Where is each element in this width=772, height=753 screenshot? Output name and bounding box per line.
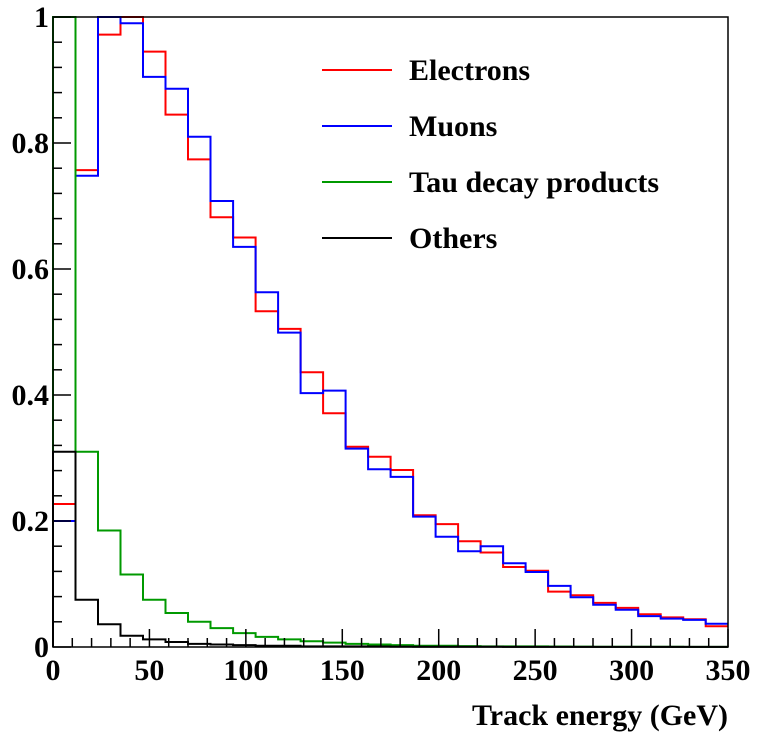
ticks-layer <box>52 16 729 648</box>
x-axis-title: Track energy (GeV) <box>472 699 728 732</box>
y-tick-label: 1 <box>34 1 49 34</box>
legend-label: Others <box>409 222 497 255</box>
series-line-tau-decay-products <box>52 16 728 648</box>
x-tick-label: 150 <box>320 654 365 687</box>
x-tick-label: 300 <box>609 654 654 687</box>
y-tick-label: 0.2 <box>12 505 50 538</box>
x-tick-label: 100 <box>223 654 268 687</box>
x-tick-label: 0 <box>46 654 61 687</box>
legend-label: Electrons <box>409 54 530 87</box>
y-tick-label: 0.4 <box>12 379 50 412</box>
x-tick-label: 250 <box>513 654 558 687</box>
y-tick-label: 0.8 <box>12 127 50 160</box>
y-tick-label: 0 <box>34 631 49 664</box>
series-line-others <box>52 450 728 648</box>
series-line-muons <box>52 16 728 647</box>
y-tick-label: 0.6 <box>12 253 50 286</box>
legend-label: Tau decay products <box>409 166 659 199</box>
series-line-electrons <box>52 16 728 647</box>
plot-frame <box>52 16 729 648</box>
legend-label: Muons <box>409 110 497 143</box>
legend: Electrons Muons Tau decay products Others <box>322 54 659 255</box>
tick-labels: 0 50 100 150 200 250 300 350 0 0.2 0.4 0.6 0.8 1 <box>12 1 751 687</box>
x-tick-label: 50 <box>134 654 164 687</box>
x-tick-label: 350 <box>706 654 751 687</box>
series-layer <box>52 16 728 648</box>
x-tick-label: 200 <box>416 654 461 687</box>
